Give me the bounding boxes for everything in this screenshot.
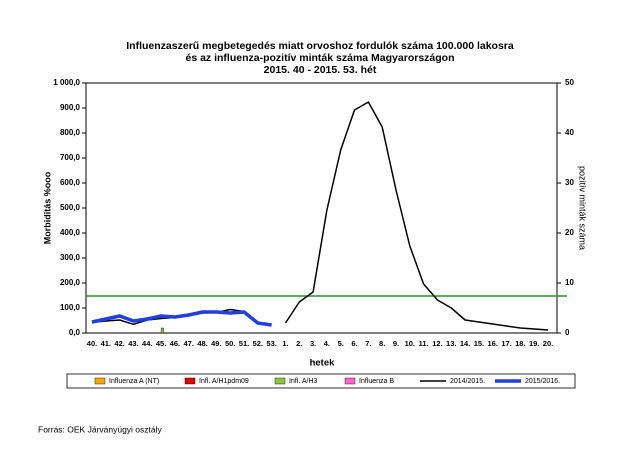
- x-tick-label: 7.: [365, 339, 371, 348]
- x-tick-label: 16.: [488, 339, 498, 348]
- x-tick-label: 3.: [310, 339, 316, 348]
- legend-swatch: [344, 377, 356, 385]
- x-tick-label: 42.: [114, 339, 124, 348]
- legend-swatch: [94, 377, 106, 385]
- x-tick-label: 13.: [446, 339, 456, 348]
- x-tick-label: 8.: [379, 339, 385, 348]
- chart-title: és az influenza-pozitív minták száma Mag…: [186, 52, 455, 64]
- y-tick-label: 700,0: [60, 153, 81, 162]
- x-tick-label: 43.: [128, 339, 138, 348]
- legend-label: Influenza B: [359, 378, 394, 385]
- x-tick-label: 6.: [351, 339, 357, 348]
- x-tick-label: 10.: [405, 339, 415, 348]
- y2-tick-label: 10: [565, 278, 574, 287]
- x-tick-label: 4.: [324, 339, 330, 348]
- x-tick-label: 52.: [253, 339, 263, 348]
- x-tick-label: 19.: [529, 339, 539, 348]
- x-tick-label: 14.: [460, 339, 470, 348]
- y-tick-label: 300,0: [60, 253, 81, 262]
- x-tick-label: 17.: [501, 339, 511, 348]
- y-tick-label: 100,0: [60, 303, 81, 312]
- legend-label: 2014/2015.: [450, 378, 485, 385]
- line-series: [91, 310, 272, 327]
- x-tick-label: 48.: [197, 339, 207, 348]
- y-axis-label: Morbiditás %ooo: [42, 171, 52, 244]
- y2-tick-label: 30: [565, 178, 574, 187]
- x-tick-label: 2.: [296, 339, 302, 348]
- legend-swatch: [274, 377, 286, 385]
- x-tick-label: 9.: [393, 339, 399, 348]
- x-tick-label: 1.: [282, 339, 288, 348]
- y-tick-label: 1 000,0: [53, 78, 80, 87]
- y-tick-label: 600,0: [60, 178, 81, 187]
- x-tick-label: 20.: [543, 339, 553, 348]
- x-tick-label: 50.: [225, 339, 235, 348]
- y-tick-label: 900,0: [60, 103, 81, 112]
- y-tick-label: 800,0: [60, 128, 81, 137]
- x-tick-label: 45.: [156, 339, 166, 348]
- x-tick-label: 5.: [338, 339, 344, 348]
- chart-title: Influenzaszerű megbetegedés miatt orvosh…: [126, 40, 514, 52]
- y2-axis-label: pozitív minták száma: [578, 166, 588, 250]
- x-tick-label: 40.: [87, 339, 97, 348]
- y-tick-label: 400,0: [60, 228, 81, 237]
- y-tick-label: 500,0: [60, 203, 81, 212]
- x-axis-label: hetek: [310, 358, 336, 369]
- source-note: Forrás: OEK Járványügyi osztály: [38, 424, 163, 434]
- x-tick-label: 18.: [515, 339, 525, 348]
- y2-tick-label: 40: [565, 128, 574, 137]
- x-tick-label: 53.: [266, 339, 276, 348]
- legend-swatch: [184, 377, 196, 385]
- legend-label: Influenza A (NT): [109, 378, 159, 385]
- x-tick-label: 12.: [432, 339, 442, 348]
- y-tick-label: 0,0: [69, 328, 81, 337]
- legend-label: 2015/2016.: [525, 378, 560, 385]
- y2-tick-label: 20: [565, 228, 574, 237]
- x-tick-label: 44.: [142, 339, 152, 348]
- x-tick-label: 41.: [101, 339, 111, 348]
- legend-label: Infl. A/H1pdm09: [199, 378, 249, 385]
- legend-label: Infl. A/H3: [289, 378, 318, 385]
- x-tick-label: 49.: [211, 339, 221, 348]
- y2-tick-label: 50: [565, 78, 574, 87]
- x-tick-label: 15.: [474, 339, 484, 348]
- x-tick-label: 51.: [239, 339, 249, 348]
- x-tick-label: 46.: [170, 339, 180, 348]
- y-tick-label: 200,0: [60, 278, 81, 287]
- x-tick-label: 47.: [184, 339, 194, 348]
- y2-tick-label: 0: [565, 328, 570, 337]
- x-tick-label: 11.: [419, 339, 429, 348]
- chart-title: 2015. 40 - 2015. 53. hét: [264, 64, 377, 76]
- bar: [160, 327, 164, 334]
- legend-box: [66, 373, 576, 389]
